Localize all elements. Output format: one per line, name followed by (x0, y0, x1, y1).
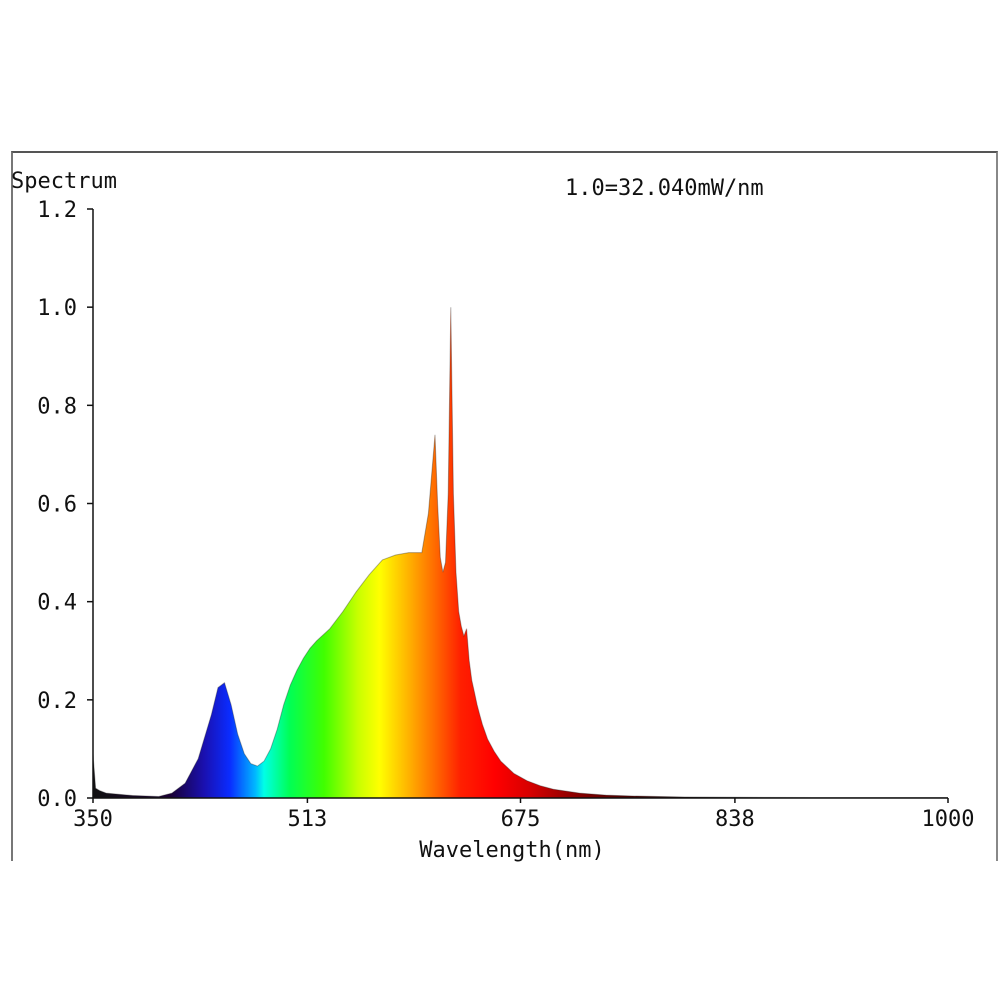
y-tick-label: 1.0 (37, 296, 77, 321)
y-tick-label: 0.2 (37, 689, 77, 714)
y-tick-label: 0.0 (37, 787, 77, 812)
x-axis-label: Wavelength(nm) (419, 838, 604, 863)
axes: 0.0 0.2 0.4 0.6 0.8 1.0 1.2 350 513 675 838 1000 (37, 198, 974, 832)
x-tick-label: 513 (288, 807, 328, 832)
y-tick-label: 1.2 (37, 198, 77, 223)
x-tick-label: 838 (715, 807, 755, 832)
x-tick-label: 350 (73, 807, 113, 832)
y-tick-label: 0.4 (37, 591, 77, 616)
y-tick-label: 0.6 (37, 493, 77, 518)
y-tick-label: 0.8 (37, 394, 77, 419)
chart-frame (11, 151, 998, 861)
chart-title: Spectrum (11, 169, 117, 194)
x-tick-label: 675 (501, 807, 541, 832)
plot-area (92, 307, 948, 798)
scale-annotation: 1.0=32.040mW/nm (565, 176, 764, 201)
spectrum-line (92, 307, 948, 798)
x-tick-label: 1000 (922, 807, 975, 832)
spectrum-area (93, 307, 948, 798)
